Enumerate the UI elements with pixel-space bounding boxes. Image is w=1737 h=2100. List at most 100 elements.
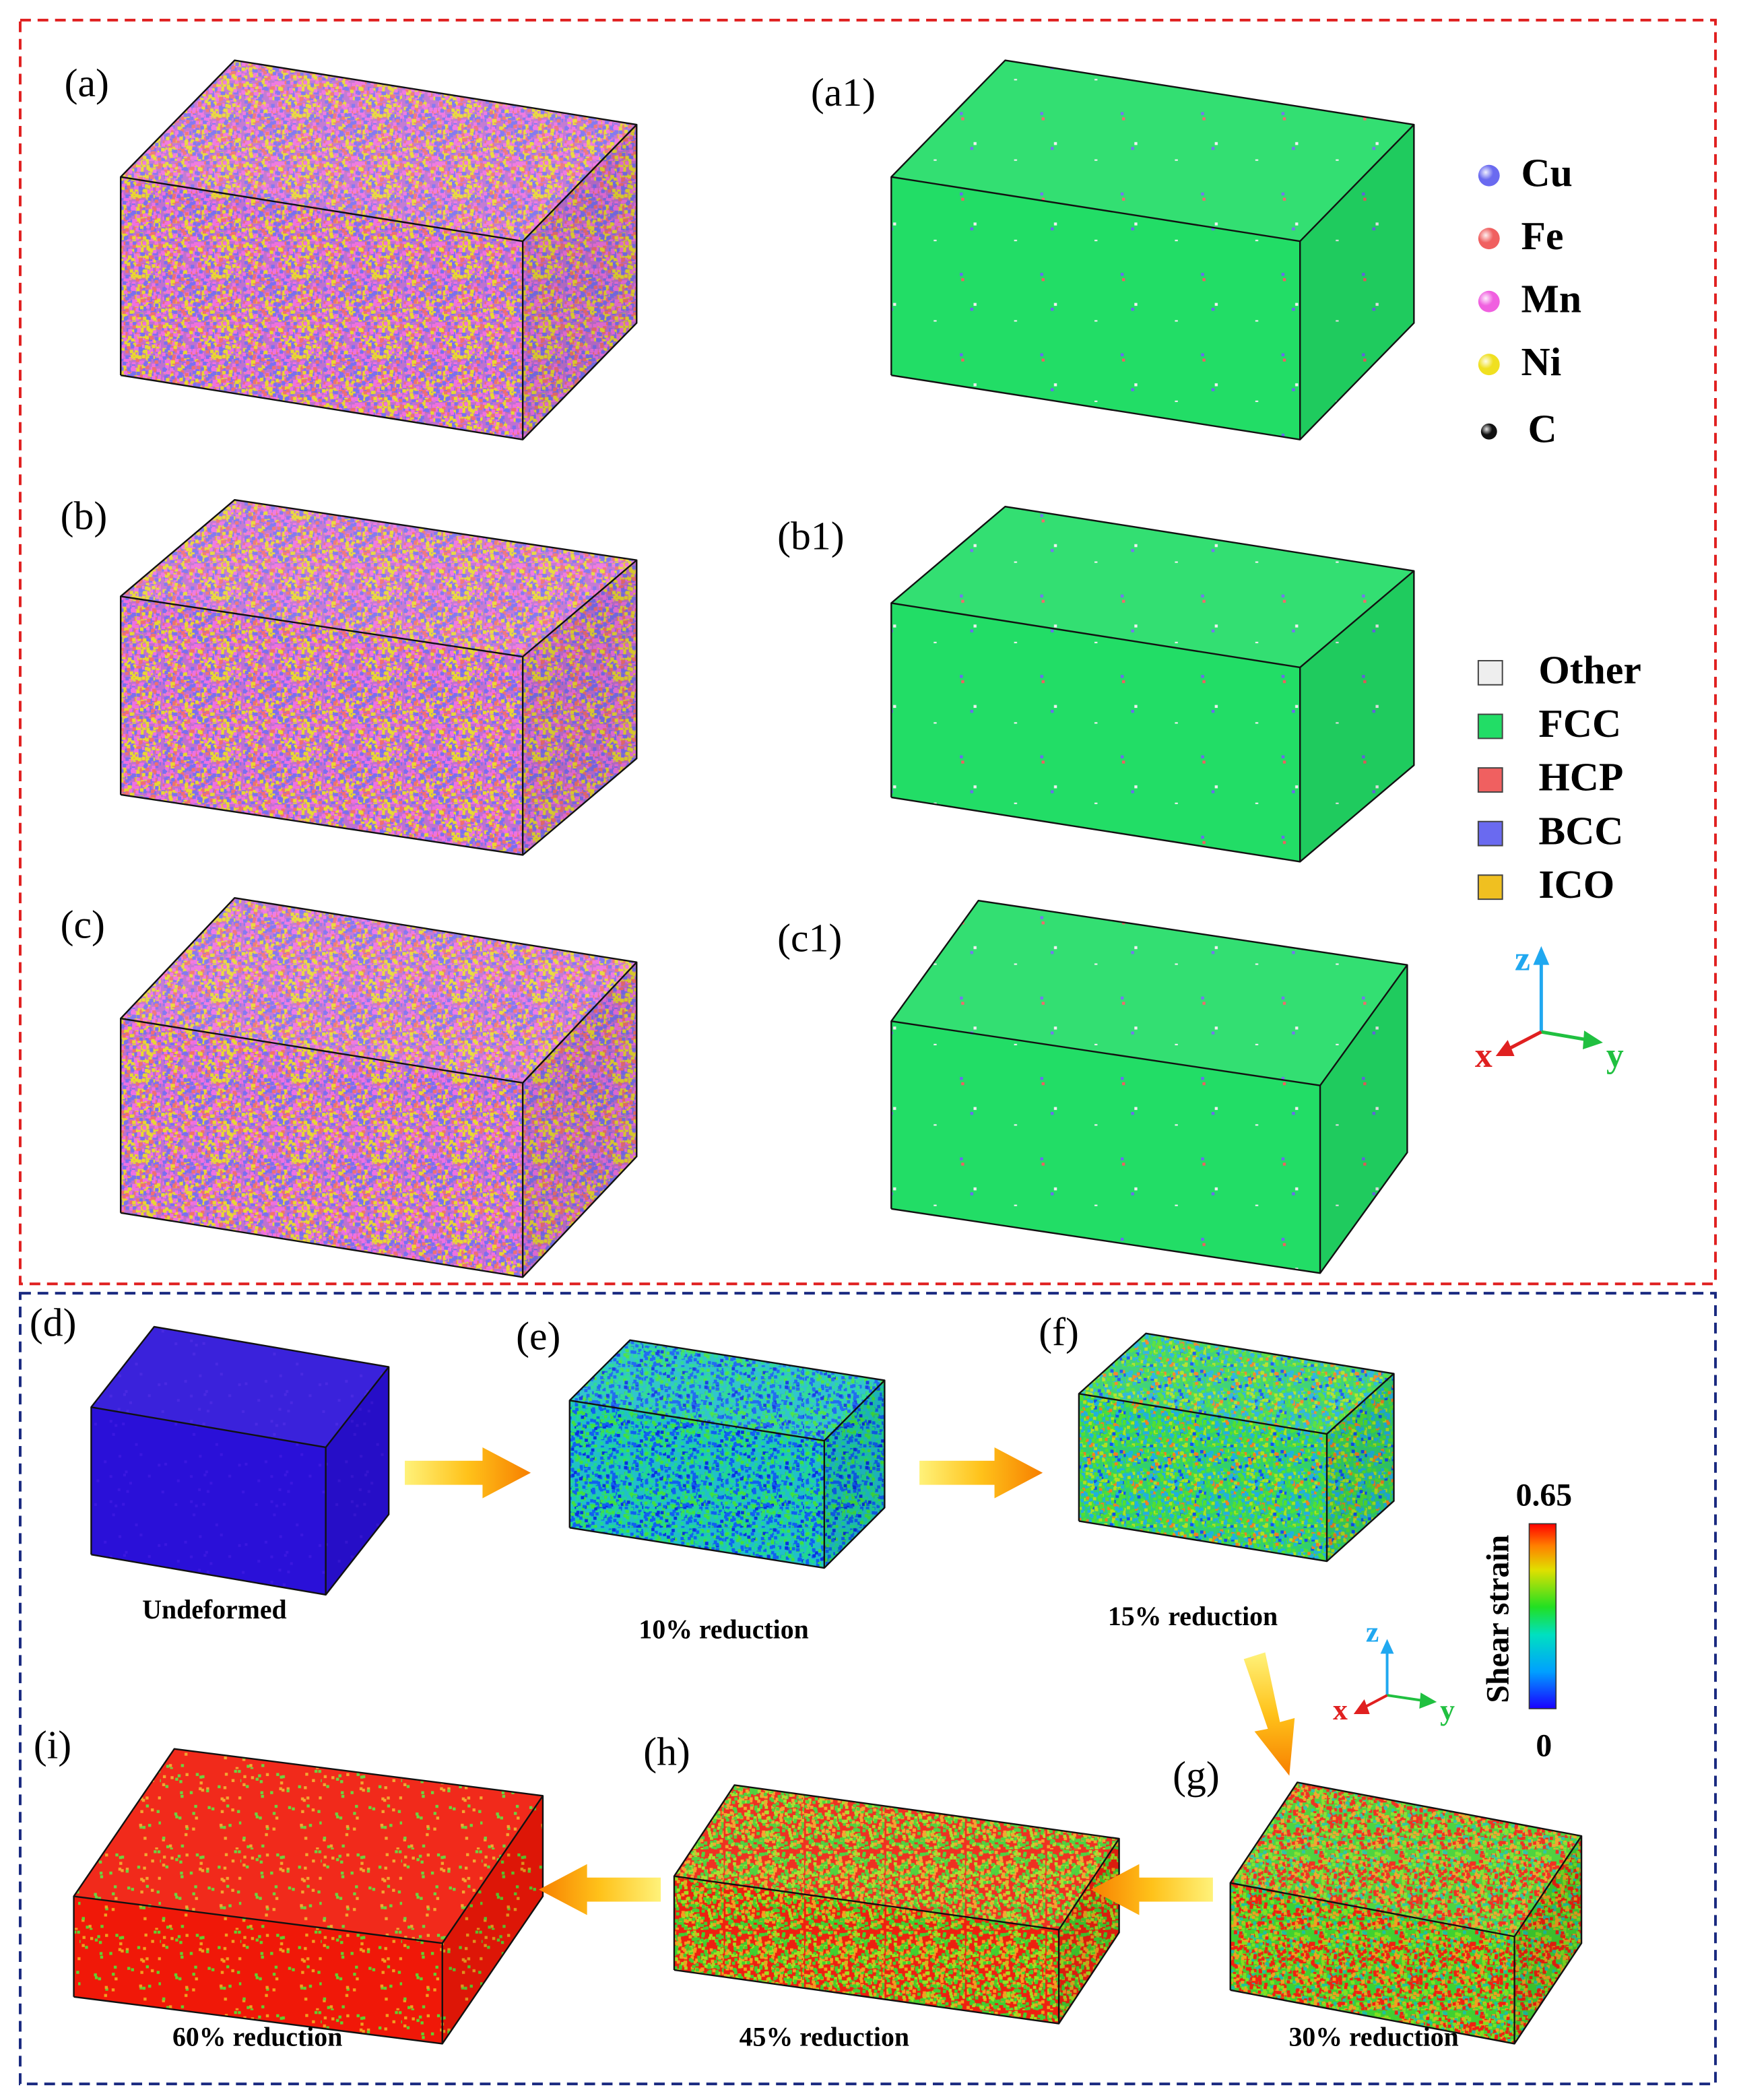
panel-label: (b) xyxy=(61,494,108,538)
legend-marker-shine xyxy=(1478,354,1500,376)
legend-swatch xyxy=(1477,820,1503,847)
simulation-box xyxy=(120,59,638,440)
front-face xyxy=(121,176,523,440)
axis-label: z xyxy=(1515,940,1530,979)
top-face xyxy=(91,1326,389,1447)
simulation-box xyxy=(90,1325,390,1596)
top-face xyxy=(569,1340,885,1441)
panel-label: (g) xyxy=(1173,1753,1220,1798)
side-face xyxy=(325,1367,389,1595)
front-face xyxy=(569,1400,824,1569)
panel-label: (e) xyxy=(516,1313,560,1358)
colorbar: 0.65 0 Shear strain xyxy=(1480,1478,1573,1764)
box-edges xyxy=(73,1748,544,2045)
top-shade xyxy=(1230,1782,1582,1937)
top-face xyxy=(891,60,1414,242)
side-face xyxy=(523,962,637,1278)
arrow xyxy=(405,1447,531,1499)
boxes xyxy=(73,59,1583,2045)
top-face xyxy=(121,500,637,657)
side-face xyxy=(523,560,637,855)
box-edges xyxy=(120,896,638,1278)
axis-triad: z x y xyxy=(1333,1616,1455,1726)
box-edges xyxy=(890,899,1408,1274)
box-edges xyxy=(120,59,638,440)
stage-caption: 60% reduction xyxy=(172,2023,342,2052)
top-shade xyxy=(569,1340,885,1441)
side-face xyxy=(1320,964,1408,1274)
simulation-box xyxy=(890,59,1415,440)
simulation-box xyxy=(1229,1781,1583,2045)
front-face xyxy=(674,1876,1059,2024)
side-face xyxy=(1300,125,1414,440)
top-shade xyxy=(121,898,637,1083)
colorbar-title: Shear strain xyxy=(1480,1535,1516,1703)
top-shade xyxy=(891,900,1408,1086)
box-edges xyxy=(1229,1781,1583,2045)
colorbar-max: 0.65 xyxy=(1516,1478,1573,1513)
box-edges xyxy=(568,1339,886,1569)
top-face xyxy=(891,900,1408,1086)
simulation-box xyxy=(120,896,638,1278)
legend-label: Fe xyxy=(1521,214,1564,258)
front-face xyxy=(91,1407,326,1595)
legend-label: Mn xyxy=(1521,276,1582,321)
side-shade xyxy=(1327,1373,1394,1562)
panel-label: (h) xyxy=(643,1729,690,1773)
top-face xyxy=(121,60,637,242)
legend-swatch xyxy=(1477,659,1503,686)
top-shade xyxy=(674,1785,1119,1930)
side-face xyxy=(523,125,637,440)
box-edges xyxy=(120,498,638,856)
top-shade xyxy=(121,500,637,657)
top-face xyxy=(674,1785,1119,1930)
panel-label: (c) xyxy=(61,903,105,947)
stage-caption: 10% reduction xyxy=(638,1615,808,1645)
legend-swatch xyxy=(1477,767,1503,793)
arrow xyxy=(919,1447,1043,1499)
simulation-box xyxy=(890,505,1415,863)
legend-swatch xyxy=(1477,874,1503,900)
side-face xyxy=(1514,1836,1582,2044)
box-edges xyxy=(90,1325,390,1596)
simulation-box xyxy=(1078,1332,1395,1563)
side-shade xyxy=(523,125,637,440)
axis-triad: z x y xyxy=(1475,940,1624,1075)
side-shade xyxy=(1514,1836,1582,2044)
legend-label: FCC xyxy=(1538,701,1621,746)
legend-marker-shine xyxy=(1478,228,1500,250)
legend-marker-shine xyxy=(1480,423,1497,440)
legend-marker-shine xyxy=(1478,290,1500,313)
front-face xyxy=(891,603,1301,862)
side-shade xyxy=(824,1380,885,1569)
front-face xyxy=(891,1021,1321,1274)
arrowhead xyxy=(1419,1693,1437,1709)
front-face xyxy=(73,1896,443,2044)
top-shade xyxy=(73,1748,543,1944)
top-shade xyxy=(891,60,1414,242)
arrowhead xyxy=(1533,946,1550,965)
front-face xyxy=(891,176,1301,440)
bottom-frame xyxy=(18,1292,1717,2086)
side-shade xyxy=(523,962,637,1278)
side-face xyxy=(824,1380,885,1569)
side-face xyxy=(1327,1373,1394,1562)
arrow xyxy=(1090,1864,1213,1915)
side-shade xyxy=(325,1367,389,1595)
side-shade xyxy=(1300,125,1414,440)
process-arrows xyxy=(405,1447,1295,1915)
axis-label: y xyxy=(1440,1694,1455,1726)
simulation-box xyxy=(568,1339,886,1569)
box-edges xyxy=(1078,1332,1395,1563)
legend-label: C xyxy=(1528,406,1556,451)
axis-label: y xyxy=(1606,1037,1624,1075)
legend-label: Ni xyxy=(1521,339,1562,384)
arrowhead xyxy=(1353,1699,1370,1714)
top-face xyxy=(1230,1782,1582,1937)
structure-legend: Other FCC HCP BCC ICO xyxy=(1477,648,1641,907)
panel-label: (f) xyxy=(1039,1310,1079,1354)
stage-caption: 15% reduction xyxy=(1108,1602,1278,1631)
axis-x xyxy=(1507,1030,1542,1051)
panel-label: (c1) xyxy=(777,916,842,960)
